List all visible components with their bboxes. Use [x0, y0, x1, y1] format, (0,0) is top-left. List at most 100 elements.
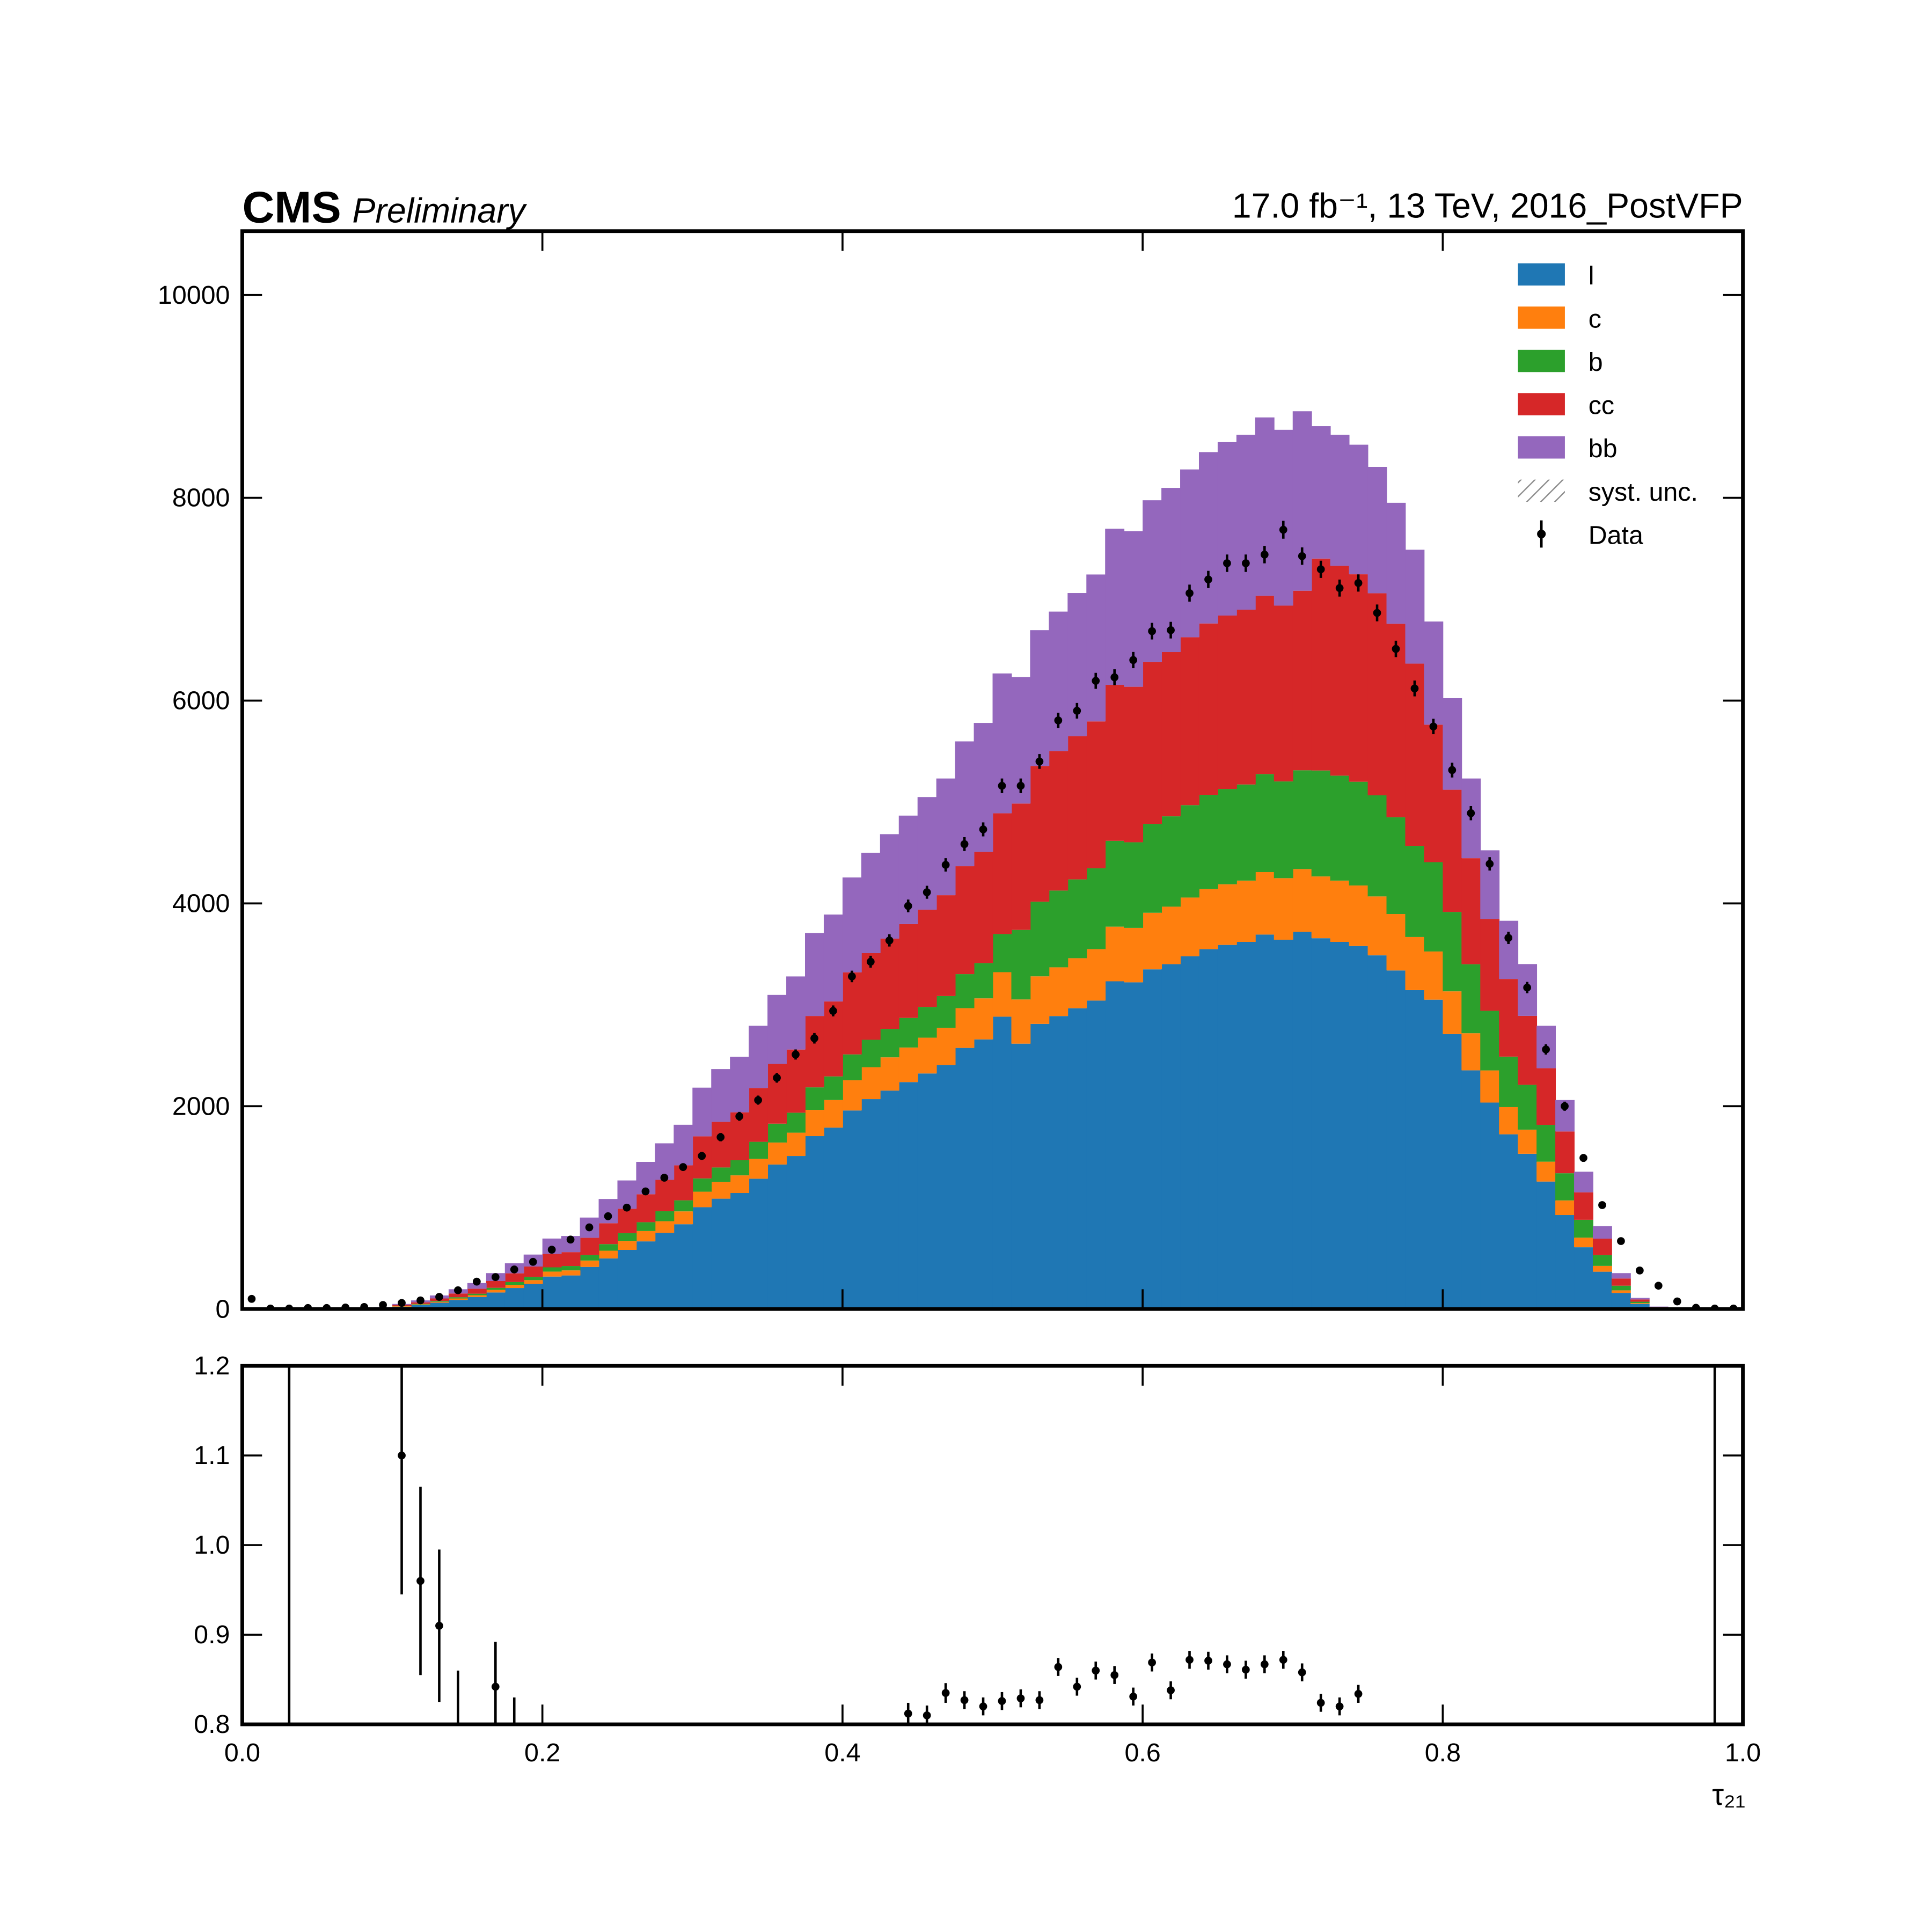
- bar-segment: [1630, 1304, 1650, 1309]
- data-point: [623, 1203, 631, 1212]
- bar-segment: [467, 1283, 487, 1289]
- bar-segment: [1480, 1102, 1500, 1309]
- data-point: [848, 972, 856, 980]
- bar-segment: [486, 1281, 506, 1288]
- bar-segment: [880, 1057, 899, 1091]
- bar-segment: [1124, 842, 1144, 928]
- bar-segment: [1424, 999, 1444, 1309]
- bar-segment: [823, 914, 843, 1002]
- bar-segment: [674, 1224, 693, 1309]
- bar-segment: [898, 1082, 918, 1309]
- bar-segment: [1217, 884, 1237, 945]
- bar-segment: [655, 1221, 675, 1233]
- bar-segment: [749, 1141, 769, 1159]
- y-tick-label: 0.8: [194, 1710, 230, 1739]
- bar-segment: [1555, 1215, 1575, 1309]
- bar-segment: [1574, 1238, 1593, 1248]
- bar-segment: [1405, 936, 1425, 990]
- bar-segment: [504, 1284, 524, 1289]
- bar-segment: [467, 1297, 487, 1309]
- bar-segment: [1443, 912, 1462, 992]
- legend-swatch: [1518, 349, 1565, 372]
- bar-segment: [1443, 991, 1462, 1034]
- data-point: [1504, 934, 1513, 942]
- data-point: [566, 1235, 575, 1244]
- bar-segment: [1443, 789, 1462, 912]
- data-point: [1485, 860, 1494, 868]
- bar-segment: [1274, 940, 1293, 1309]
- experiment-label: CMS: [242, 182, 341, 232]
- bar-segment: [936, 1065, 956, 1309]
- bar-segment: [504, 1288, 524, 1309]
- bar-segment: [1499, 920, 1519, 979]
- bar-segment: [561, 1266, 581, 1271]
- data-point: [1316, 565, 1325, 574]
- bar-segment: [1067, 879, 1087, 958]
- ratio-point: [941, 1689, 950, 1697]
- bar-segment: [1236, 784, 1256, 881]
- bar-segment: [917, 1007, 937, 1038]
- bar-segment: [448, 1297, 468, 1299]
- bar-segment: [917, 910, 937, 1007]
- bar-segment: [1030, 902, 1050, 977]
- bar-segment: [561, 1270, 581, 1276]
- bar-segment: [1049, 1016, 1069, 1309]
- legend-swatch: [1518, 436, 1565, 459]
- bar-segment: [974, 963, 993, 999]
- bar-segment: [1330, 880, 1350, 942]
- bar-segment: [1536, 1161, 1556, 1182]
- data-point: [454, 1286, 462, 1294]
- data-point: [1335, 584, 1344, 592]
- bar-segment: [1198, 889, 1218, 949]
- data-point: [1542, 1045, 1550, 1053]
- bar-segment: [1611, 1273, 1631, 1279]
- bar-segment: [1255, 595, 1275, 774]
- ratio-point: [435, 1621, 443, 1630]
- bar-segment: [767, 1142, 787, 1165]
- bar-segment: [1480, 919, 1500, 1011]
- bar-segment: [429, 1301, 449, 1302]
- bar-segment: [1349, 781, 1368, 885]
- ratio-point: [1073, 1682, 1081, 1691]
- data-point: [979, 825, 987, 833]
- bar-segment: [1124, 982, 1144, 1309]
- data-point: [679, 1163, 687, 1172]
- status-label: Preliminary: [352, 192, 527, 230]
- bar-segment: [1086, 574, 1106, 722]
- bar-segment: [1067, 1008, 1087, 1309]
- bar-segment: [561, 1275, 581, 1309]
- data-point: [866, 957, 875, 966]
- bar-segment: [1592, 1239, 1612, 1255]
- legend-label: bb: [1589, 434, 1618, 463]
- bar-segment: [1011, 1043, 1031, 1309]
- bar-segment: [636, 1194, 656, 1223]
- bar-segment: [992, 813, 1012, 934]
- bar-segment: [561, 1252, 581, 1267]
- bar-segment: [1330, 775, 1350, 881]
- data-point: [1204, 575, 1212, 584]
- bar-segment: [1011, 803, 1031, 930]
- y-tick-label: 0: [216, 1294, 230, 1323]
- bar-segment: [1124, 927, 1144, 983]
- bar-segment: [1367, 466, 1387, 594]
- data-point: [1279, 525, 1287, 534]
- bar-segment: [730, 1057, 750, 1113]
- bar-segment: [955, 1048, 975, 1309]
- ratio-point: [1092, 1666, 1100, 1675]
- bar-segment: [1198, 623, 1218, 795]
- bar-segment: [1143, 824, 1162, 913]
- data-point: [529, 1257, 537, 1266]
- y-tick-label: 1.1: [194, 1441, 230, 1470]
- data-point: [716, 1133, 725, 1141]
- bar-segment: [1461, 858, 1481, 964]
- bar-segment: [598, 1223, 618, 1245]
- bar-segment: [1386, 970, 1406, 1309]
- data-point: [547, 1246, 556, 1254]
- bar-segment: [1349, 885, 1368, 946]
- bar-segment: [749, 1026, 769, 1088]
- x-tick-label: 0.4: [824, 1738, 860, 1767]
- bar-segment: [730, 1193, 750, 1309]
- data-point: [1054, 716, 1063, 724]
- data-point: [472, 1277, 481, 1286]
